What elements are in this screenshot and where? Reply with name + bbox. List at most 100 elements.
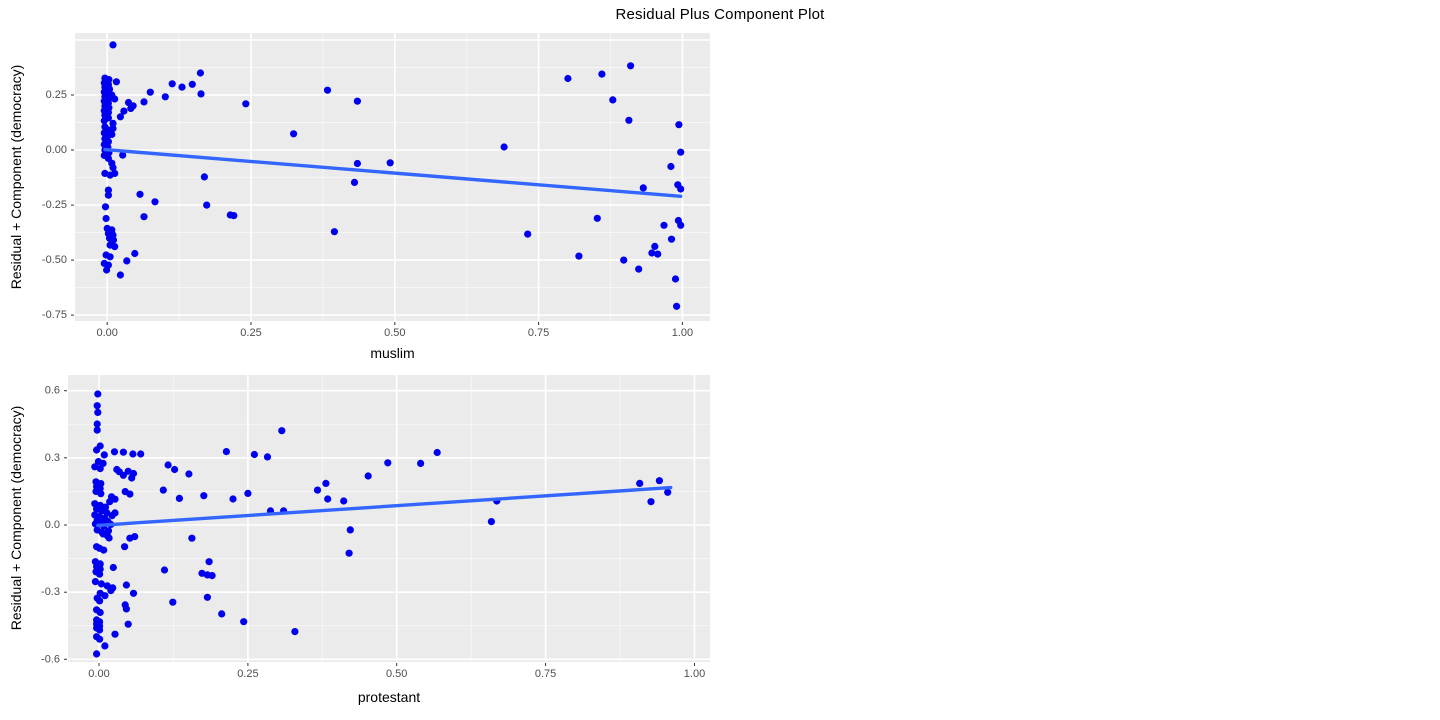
- data-point: [188, 534, 196, 542]
- data-point: [171, 465, 179, 474]
- data-point: [168, 80, 176, 88]
- y-tick-label: -0.75: [42, 309, 67, 321]
- data-point: [250, 450, 258, 459]
- x-tick-label: 0.75: [528, 327, 549, 339]
- data-point: [107, 587, 115, 595]
- data-point: [100, 546, 108, 554]
- data-point: [609, 96, 617, 104]
- data-point: [122, 581, 130, 589]
- data-point: [222, 448, 230, 456]
- data-point: [433, 448, 441, 457]
- data-point: [291, 628, 299, 636]
- data-point: [188, 80, 196, 88]
- data-point: [116, 271, 124, 279]
- data-point: [115, 468, 123, 476]
- data-point: [120, 107, 128, 115]
- data-point: [667, 235, 676, 243]
- data-point: [353, 97, 361, 105]
- data-point: [185, 470, 193, 478]
- data-point: [218, 610, 226, 618]
- data-point: [667, 162, 675, 171]
- data-point: [97, 580, 105, 588]
- data-point: [136, 190, 144, 198]
- data-point: [96, 570, 104, 578]
- x-tick-label: 0.00: [96, 327, 117, 339]
- data-point: [197, 90, 205, 98]
- data-point: [104, 186, 112, 194]
- data-point: [119, 151, 127, 159]
- data-point: [323, 86, 332, 94]
- data-point: [203, 593, 211, 601]
- y-tick-label: 0.6: [45, 385, 60, 397]
- data-point: [93, 650, 101, 658]
- data-point: [598, 70, 606, 78]
- data-point: [104, 191, 112, 199]
- data-point: [200, 492, 208, 500]
- data-point: [655, 477, 664, 485]
- data-point: [100, 451, 108, 459]
- data-point: [175, 494, 183, 502]
- data-point: [121, 543, 129, 551]
- data-point: [313, 486, 322, 494]
- data-point: [196, 69, 204, 77]
- data-point: [93, 420, 101, 428]
- data-point: [330, 228, 338, 236]
- data-point: [110, 448, 119, 456]
- data-point: [671, 275, 680, 283]
- y-axis-title-bottom: Residual + Component (democracy): [8, 405, 24, 631]
- data-point: [101, 203, 110, 211]
- data-point: [111, 169, 119, 177]
- data-point: [648, 249, 656, 257]
- y-tick-label: -0.6: [41, 653, 60, 665]
- trend-line: [96, 485, 673, 528]
- data-point: [660, 221, 668, 229]
- data-point: [178, 83, 186, 91]
- data-point: [677, 221, 685, 229]
- data-point: [198, 569, 206, 577]
- data-point: [122, 605, 130, 613]
- data-point: [384, 459, 392, 467]
- data-point: [109, 164, 117, 172]
- data-point: [386, 159, 394, 167]
- data-point: [263, 453, 272, 461]
- data-point: [129, 450, 137, 458]
- panel-background: [75, 33, 710, 321]
- x-tick-label: 0.25: [237, 668, 258, 680]
- data-point: [345, 549, 353, 557]
- data-point: [103, 509, 111, 517]
- x-tick-label: 0.50: [386, 668, 407, 680]
- x-tick-label: 1.00: [684, 668, 705, 680]
- data-point: [137, 450, 145, 458]
- y-tick-label: 0.25: [46, 89, 67, 101]
- data-point: [96, 635, 104, 643]
- data-point: [111, 243, 119, 251]
- data-point: [575, 252, 583, 260]
- data-point: [109, 41, 117, 49]
- data-point: [126, 490, 134, 498]
- data-point: [322, 479, 330, 487]
- data-point: [96, 626, 104, 634]
- data-point: [487, 518, 495, 526]
- data-point: [564, 74, 572, 83]
- data-point: [109, 119, 117, 127]
- data-point: [106, 498, 114, 506]
- data-point: [639, 184, 647, 192]
- data-point: [364, 472, 372, 480]
- data-point: [101, 592, 109, 600]
- data-point: [620, 256, 628, 264]
- data-point: [93, 426, 101, 434]
- data-point: [129, 102, 137, 110]
- data-point: [654, 250, 662, 258]
- data-point: [140, 213, 148, 221]
- data-point: [159, 486, 167, 494]
- x-tick-label: 0.75: [535, 668, 556, 680]
- y-tick-label: -0.50: [42, 254, 67, 266]
- y-tick-label: -0.25: [42, 199, 67, 211]
- data-point: [94, 390, 102, 398]
- data-point: [131, 533, 139, 541]
- data-point: [169, 598, 177, 606]
- data-point: [346, 526, 354, 534]
- data-point: [161, 93, 169, 101]
- x-tick-label: 0.00: [88, 668, 109, 680]
